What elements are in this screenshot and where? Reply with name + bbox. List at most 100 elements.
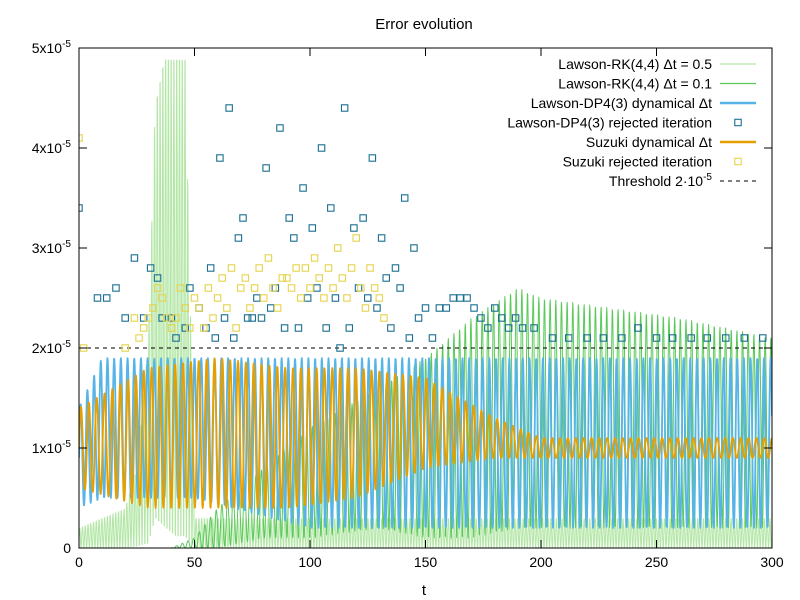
y-tick-label: 4x10-5 <box>32 139 72 156</box>
marker-point <box>345 324 354 332</box>
marker-point <box>153 274 162 282</box>
marker-point <box>396 284 404 292</box>
marker-point <box>264 254 273 262</box>
marker-point <box>368 154 377 162</box>
legend-label: Lawson-DP4(3) dynamical Δt <box>531 95 712 111</box>
marker-point <box>301 264 310 272</box>
marker-point <box>158 294 166 302</box>
marker-point <box>135 334 143 342</box>
marker-point <box>373 304 381 312</box>
marker-point <box>380 314 388 322</box>
legend-label: Lawson-RK(4,4) Δt = 0.1 <box>558 76 712 92</box>
marker-point <box>297 294 305 302</box>
marker-point <box>149 304 157 312</box>
marker-point <box>211 334 220 342</box>
marker-point <box>102 294 111 302</box>
marker-point <box>209 314 217 322</box>
marker-point <box>186 324 194 332</box>
marker-point <box>130 254 139 262</box>
marker-point <box>382 274 390 282</box>
marker-point <box>484 324 492 332</box>
marker-point <box>204 284 213 292</box>
marker-point <box>283 274 291 282</box>
marker-point <box>463 294 471 302</box>
marker-point <box>230 334 238 342</box>
marker-point <box>130 314 139 322</box>
marker-point <box>287 284 296 292</box>
marker-point <box>246 304 254 312</box>
marker-point <box>583 334 591 342</box>
marker-point <box>158 314 166 322</box>
x-tick-label: 250 <box>645 554 669 570</box>
marker-point <box>400 194 409 202</box>
marker-point <box>336 344 344 352</box>
marker-point <box>292 264 300 272</box>
marker-point <box>703 334 712 342</box>
marker-point <box>195 304 203 312</box>
marker-point <box>262 164 270 172</box>
marker-point <box>377 234 386 242</box>
chart-title: Error evolution <box>375 16 473 33</box>
marker-point <box>370 284 379 292</box>
marker-point <box>232 324 240 332</box>
marker-point <box>278 274 287 282</box>
marker-point <box>504 324 513 332</box>
marker-point <box>350 224 358 232</box>
marker-point <box>199 324 208 332</box>
legend-marker <box>734 157 742 166</box>
marker-point <box>241 274 250 282</box>
marker-point <box>172 334 180 342</box>
marker-point <box>366 264 374 272</box>
marker-point <box>359 214 367 222</box>
marker-point <box>181 324 190 332</box>
marker-point <box>139 314 148 322</box>
marker-point <box>387 324 395 332</box>
marker-point <box>255 264 263 272</box>
marker-point <box>634 324 642 332</box>
marker-point <box>273 304 282 312</box>
marker-point <box>375 294 384 302</box>
marker-point <box>190 294 199 302</box>
y-tick-label: 1x10-5 <box>32 439 72 456</box>
legend: Lawson-RK(4,4) Δt = 0.5 Lawson-RK(4,4) Δt… <box>507 56 756 189</box>
legend-item: Lawson-DP4(3) dynamical Δt <box>531 95 756 111</box>
y-tick-label: 5x10-5 <box>32 39 72 56</box>
marker-point <box>357 284 365 292</box>
marker-point <box>225 104 233 112</box>
marker-point <box>477 314 485 322</box>
marker-point <box>442 304 451 312</box>
marker-point <box>343 294 351 302</box>
marker-point <box>236 284 245 292</box>
marker-point <box>333 244 342 252</box>
x-tick-label: 50 <box>187 554 203 570</box>
marker-point <box>153 284 162 292</box>
marker-point <box>331 294 340 302</box>
marker-point <box>227 264 236 272</box>
marker-point <box>322 324 330 332</box>
marker-point <box>243 314 252 322</box>
marker-point <box>759 334 767 342</box>
marker-point <box>223 304 231 312</box>
marker-point <box>491 304 499 312</box>
marker-point <box>285 214 293 222</box>
x-tick-label: 150 <box>414 554 438 570</box>
marker-point <box>176 284 185 292</box>
marker-point <box>317 144 326 152</box>
marker-point <box>338 274 347 282</box>
x-tick-label: 300 <box>760 554 784 570</box>
legend-item: Threshold 2·10-5 <box>609 172 756 189</box>
marker-point <box>234 234 243 242</box>
marker-point <box>347 264 356 272</box>
marker-point <box>257 314 266 322</box>
marker-point <box>172 314 180 322</box>
marker-point <box>306 284 314 292</box>
marker-point <box>260 294 268 302</box>
marker-point <box>121 314 129 322</box>
marker-point <box>327 204 335 212</box>
marker-point <box>216 154 224 162</box>
marker-point <box>410 244 418 252</box>
marker-point <box>668 334 677 342</box>
marker-point <box>548 334 557 342</box>
marker-point <box>315 274 323 282</box>
marker-point <box>290 234 298 242</box>
